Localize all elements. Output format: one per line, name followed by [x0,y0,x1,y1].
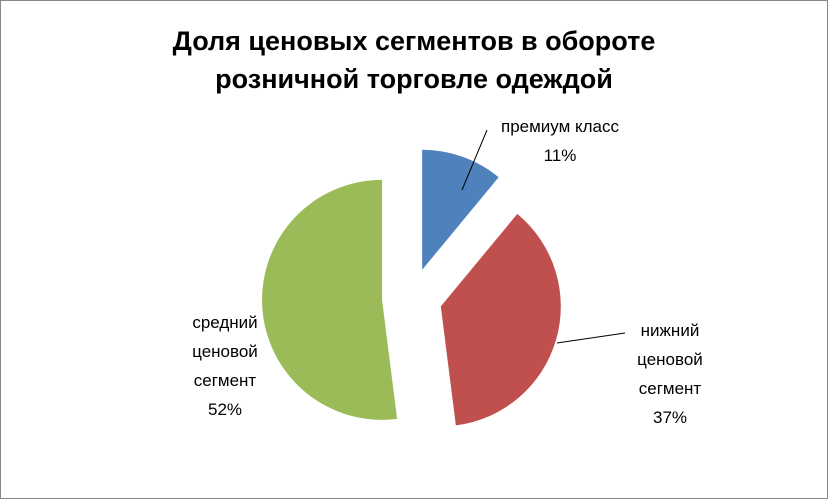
leader-line [461,129,488,191]
chart-title: Доля ценовых сегментов в обороте розничн… [172,26,656,94]
pie-slice [262,179,398,420]
value-label: 37% [652,408,688,427]
value-label: 11% [543,146,577,165]
category-label: премиум класс [500,117,620,136]
leader-line [556,332,626,344]
data-label: нижний ценовой сегмент 37% [615,316,725,432]
pie-slice [422,149,499,270]
value-label: 52% [207,400,243,419]
category-label: нижний ценовой сегмент [637,321,703,398]
data-label: средний ценовой сегмент 52% [170,308,280,424]
category-label: средний ценовой сегмент [192,313,258,390]
pie-slice [440,213,561,426]
data-label: премиум класс 11% [470,112,650,170]
